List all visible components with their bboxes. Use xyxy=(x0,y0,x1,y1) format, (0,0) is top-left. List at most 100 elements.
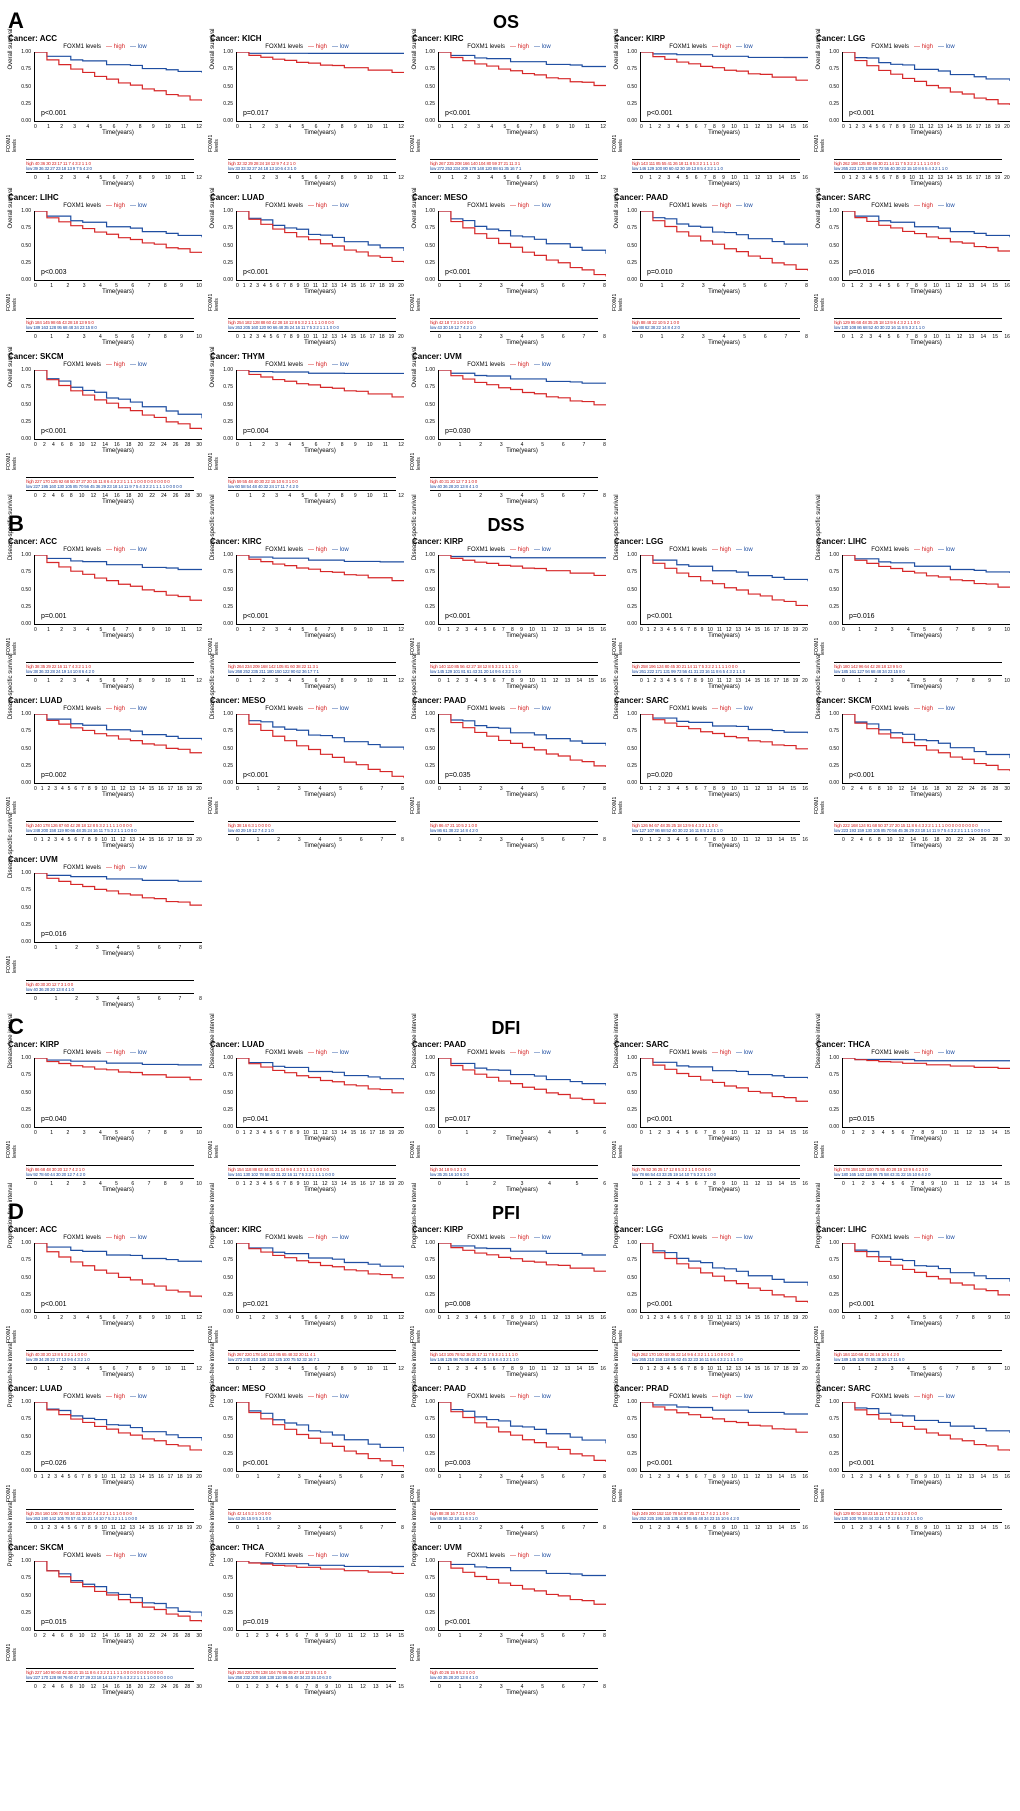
p-value: p<0.001 xyxy=(445,110,471,117)
risk-row-low: low 263 205 160 120 90 66 48 35 24 16 11… xyxy=(228,325,396,330)
p-value: p=0.017 xyxy=(445,1116,471,1123)
km-plot: Overall survival 0.000.250.500.751.00 p<… xyxy=(34,211,202,281)
km-plot: Progression-free interval 0.000.250.500.… xyxy=(34,1561,202,1631)
p-value: p=0.001 xyxy=(41,613,67,620)
p-value: p<0.003 xyxy=(41,269,67,276)
risk-row-low: low 227 170 128 98 76 60 47 37 29 23 18 … xyxy=(26,1675,194,1680)
y-axis-label: Disease-specific survival xyxy=(412,653,418,719)
risk-row-low: low 180 165 142 118 95 75 58 43 31 22 15… xyxy=(834,1172,1002,1177)
risk-row-low: low 272 240 210 180 150 125 100 75 52 32… xyxy=(228,1357,396,1362)
risk-table: FOXM1 levels high 38 35 29 22 16 11 7 4 … xyxy=(8,642,202,690)
risk-row-low: low 38 36 33 28 24 19 14 10 8 6 4 2 0 xyxy=(26,669,194,674)
risk-ylabel: FOXM1 levels xyxy=(208,462,220,470)
risk-row-low: low 40 36 28 20 13 8 4 1 0 xyxy=(430,484,598,489)
y-ticks: 0.000.250.500.751.00 xyxy=(219,714,235,783)
panel-legend: FOXM1 levels — high — low xyxy=(210,44,404,50)
panel-title: Cancer: SARC xyxy=(816,193,1010,202)
y-axis-label: Disease-free interval xyxy=(8,1013,14,1068)
panel-title: Cancer: MESO xyxy=(210,696,404,705)
panel-title: Cancer: LUAD xyxy=(210,193,404,202)
risk-ylabel: FOXM1 levels xyxy=(814,1150,826,1158)
panel-title: Cancer: KIRC xyxy=(210,1225,404,1234)
y-axis-label: Overall survival xyxy=(412,346,418,387)
y-ticks: 0.000.250.500.751.00 xyxy=(421,555,437,624)
risk-x-label: Time(years) xyxy=(236,843,404,849)
y-ticks: 0.000.250.500.751.00 xyxy=(219,52,235,121)
panel-title: Cancer: LGG xyxy=(614,1225,808,1234)
km-plot: Disease-specific survival 0.000.250.500.… xyxy=(842,714,1010,784)
panel-legend: FOXM1 levels — high — low xyxy=(412,362,606,368)
risk-x-label: Time(years) xyxy=(34,499,202,505)
y-axis-label: Overall survival xyxy=(614,187,620,228)
risk-row-low: low 40 29 19 12 7 4 2 1 0 xyxy=(228,828,396,833)
risk-ylabel: FOXM1 levels xyxy=(410,806,422,814)
km-plot: Progression-free interval 0.000.250.500.… xyxy=(842,1243,1010,1313)
risk-table: FOXM1 levels high 76 52 36 25 17 12 8 5 … xyxy=(614,1145,808,1193)
risk-table: FOXM1 levels high 34 18 9 4 2 1 0 low 35… xyxy=(412,1145,606,1193)
x-axis-label: Time(years) xyxy=(34,1639,202,1645)
risk-table: FOXM1 levels high 86 47 21 10 5 2 1 0 0 … xyxy=(412,801,606,849)
risk-table: FOXM1 levels high 42 18 7 3 1 0 0 0 0 lo… xyxy=(412,298,606,346)
panel-legend: FOXM1 levels — high — low xyxy=(8,362,202,368)
km-panel-luad: Cancer: LUAD FOXM1 levels — high — low D… xyxy=(210,1040,404,1193)
y-ticks: 0.000.250.500.751.00 xyxy=(219,1243,235,1312)
y-ticks: 0.000.250.500.751.00 xyxy=(17,1243,33,1312)
x-axis-label: Time(years) xyxy=(640,1321,808,1327)
km-plot: Progression-free interval 0.000.250.500.… xyxy=(236,1402,404,1472)
risk-row-low: low 145 129 101 81 61 43 31 20 14 9 6 4 … xyxy=(430,669,598,674)
x-axis-label: Time(years) xyxy=(236,633,404,639)
risk-x-label: Time(years) xyxy=(438,1690,606,1696)
panel-title: Cancer: PAAD xyxy=(412,1384,606,1393)
risk-table: FOXM1 levels high 184 145 98 65 43 28 18… xyxy=(8,298,202,346)
y-ticks: 0.000.250.500.751.00 xyxy=(421,714,437,783)
km-panel-uvm: Cancer: UVM FOXM1 levels — high — low Ov… xyxy=(412,352,606,505)
panel-title: Cancer: SKCM xyxy=(816,696,1010,705)
panel-title: Cancer: LUAD xyxy=(8,1384,202,1393)
risk-x-label: Time(years) xyxy=(34,1531,202,1537)
risk-row-low: low 39 34 28 22 17 13 9 6 4 3 2 1 0 xyxy=(26,1357,194,1362)
risk-x-label: Time(years) xyxy=(640,843,808,849)
risk-x-label: Time(years) xyxy=(640,684,808,690)
p-value: p<0.001 xyxy=(647,1301,673,1308)
km-plot: Progression-free interval 0.000.250.500.… xyxy=(438,1243,606,1313)
risk-x-label: Time(years) xyxy=(236,1187,404,1193)
km-panel-thca: Cancer: THCA FOXM1 levels — high — low D… xyxy=(816,1040,1010,1193)
x-axis-label: Time(years) xyxy=(236,1639,404,1645)
km-panel-sarc: Cancer: SARC FOXM1 levels — high — low O… xyxy=(816,193,1010,346)
risk-table: FOXM1 levels high 40 26 15 9 5 2 1 0 0 l… xyxy=(412,1648,606,1696)
section-title: DSS xyxy=(0,515,1012,536)
risk-x-label: Time(years) xyxy=(236,684,404,690)
x-axis-label: Time(years) xyxy=(236,130,404,136)
panel-grid: Cancer: ACC FOXM1 levels — high — low Pr… xyxy=(8,1225,1012,1696)
x-axis-label: Time(years) xyxy=(34,1136,202,1142)
section-A: A OS Cancer: ACC FOXM1 levels — high — l… xyxy=(8,8,1012,505)
risk-row-low: low 261 222 171 131 99 73 56 41 31 23 16… xyxy=(632,669,800,674)
risk-table: FOXM1 levels high 88 48 22 10 5 2 1 0 0 … xyxy=(614,298,808,346)
x-axis-label: Time(years) xyxy=(640,792,808,798)
x-axis-label: Time(years) xyxy=(34,633,202,639)
y-ticks: 0.000.250.500.751.00 xyxy=(219,1402,235,1471)
y-ticks: 0.000.250.500.751.00 xyxy=(421,1402,437,1471)
y-axis-label: Disease-specific survival xyxy=(412,494,418,560)
x-axis-label: Time(years) xyxy=(34,1321,202,1327)
x-axis-label: Time(years) xyxy=(842,1480,1010,1486)
y-ticks: 0.000.250.500.751.00 xyxy=(17,555,33,624)
risk-row-low: low 39 36 32 27 23 18 13 9 7 5 4 2 0 xyxy=(26,166,194,171)
risk-x-label: Time(years) xyxy=(438,499,606,505)
risk-table: FOXM1 levels high 180 142 96 64 42 28 18… xyxy=(816,642,1010,690)
panel-title: Cancer: PAAD xyxy=(412,1040,606,1049)
km-panel-paad: Cancer: PAAD FOXM1 levels — high — low P… xyxy=(412,1384,606,1537)
y-ticks: 0.000.250.500.751.00 xyxy=(421,1243,437,1312)
x-axis-label: Time(years) xyxy=(34,792,202,798)
panel-legend: FOXM1 levels — high — low xyxy=(614,1235,808,1241)
risk-ylabel: FOXM1 levels xyxy=(208,303,220,311)
panel-legend: FOXM1 levels — high — low xyxy=(816,547,1010,553)
panel-title: Cancer: SKCM xyxy=(8,352,202,361)
panel-legend: FOXM1 levels — high — low xyxy=(210,1050,404,1056)
risk-x-label: Time(years) xyxy=(842,1531,1010,1537)
x-axis-label: Time(years) xyxy=(236,792,404,798)
risk-ylabel: FOXM1 levels xyxy=(410,462,422,470)
p-value: p<0.001 xyxy=(849,1460,875,1467)
y-axis-label: Disease-specific survival xyxy=(816,653,822,719)
x-axis-label: Time(years) xyxy=(438,1136,606,1142)
